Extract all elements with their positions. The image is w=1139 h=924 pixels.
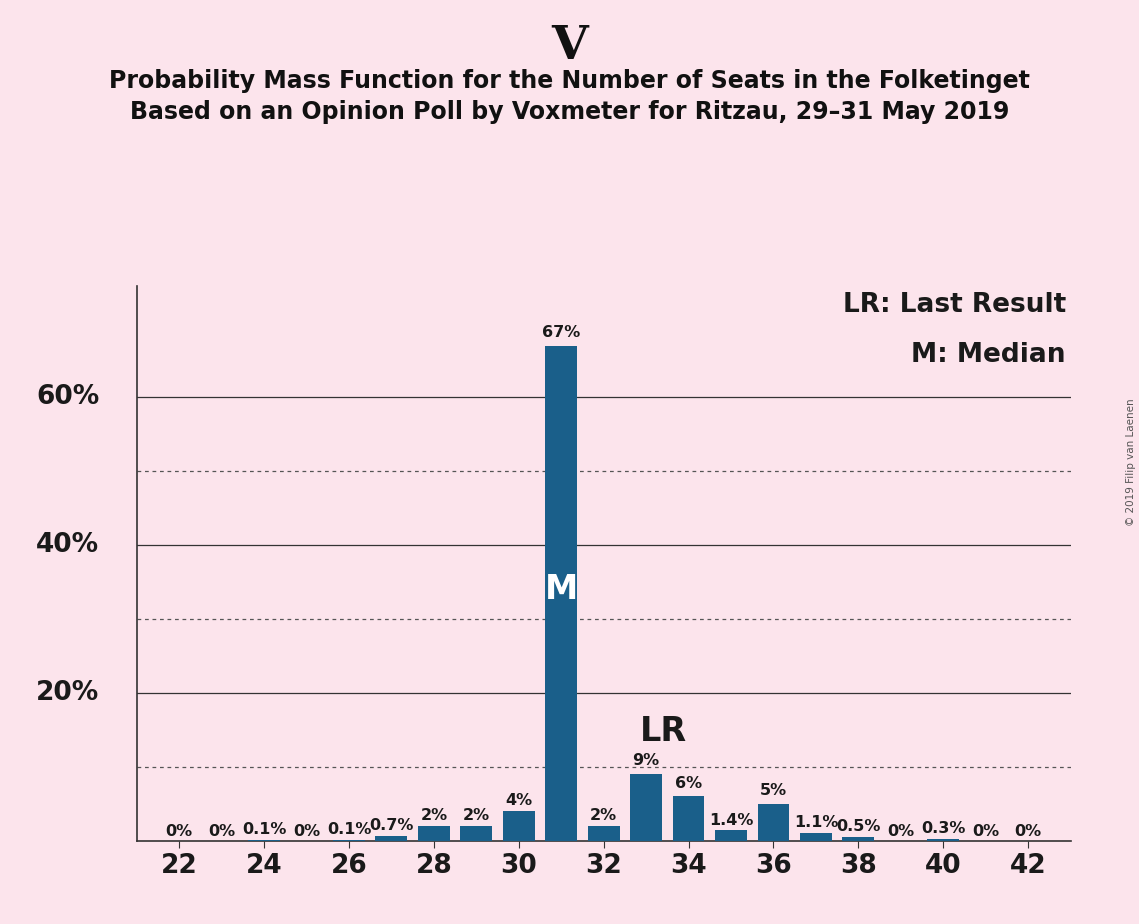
Text: M: M [544,573,577,606]
Bar [630,774,662,841]
Bar [927,839,959,841]
Text: Probability Mass Function for the Number of Seats in the Folketinget: Probability Mass Function for the Number… [109,69,1030,93]
Text: 5%: 5% [760,783,787,798]
Text: 2%: 2% [420,808,448,823]
Bar [757,804,789,841]
Bar [715,831,747,841]
Text: M: Median: M: Median [911,342,1066,368]
Bar [673,796,705,841]
Text: 2%: 2% [590,808,617,823]
Bar [843,837,875,841]
Text: © 2019 Filip van Laenen: © 2019 Filip van Laenen [1126,398,1136,526]
Text: 60%: 60% [36,384,99,410]
Bar [800,833,831,841]
Bar [502,811,534,841]
Bar [588,826,620,841]
Bar [376,835,408,841]
Text: 0%: 0% [887,823,915,839]
Text: 0%: 0% [1015,823,1042,839]
Text: V: V [551,23,588,69]
Text: 0.7%: 0.7% [369,818,413,833]
Text: 0%: 0% [973,823,999,839]
Text: 0.1%: 0.1% [241,822,286,837]
Bar [418,826,450,841]
Text: 40%: 40% [36,532,99,558]
Bar [546,346,577,841]
Text: 20%: 20% [36,680,99,706]
Bar [460,826,492,841]
Text: 1.4%: 1.4% [708,812,753,828]
Text: 0%: 0% [208,823,235,839]
Text: 0.5%: 0.5% [836,820,880,834]
Text: Based on an Opinion Poll by Voxmeter for Ritzau, 29–31 May 2019: Based on an Opinion Poll by Voxmeter for… [130,100,1009,124]
Text: 6%: 6% [675,775,702,791]
Text: 0.3%: 0.3% [921,821,966,835]
Text: LR: Last Result: LR: Last Result [843,292,1066,318]
Text: LR: LR [639,715,687,748]
Text: 9%: 9% [632,753,659,769]
Text: 0%: 0% [293,823,320,839]
Text: 2%: 2% [462,808,490,823]
Text: 1.1%: 1.1% [794,815,838,830]
Text: 67%: 67% [542,324,581,340]
Text: 0%: 0% [165,823,192,839]
Text: 0.1%: 0.1% [327,822,371,837]
Text: 4%: 4% [506,794,532,808]
